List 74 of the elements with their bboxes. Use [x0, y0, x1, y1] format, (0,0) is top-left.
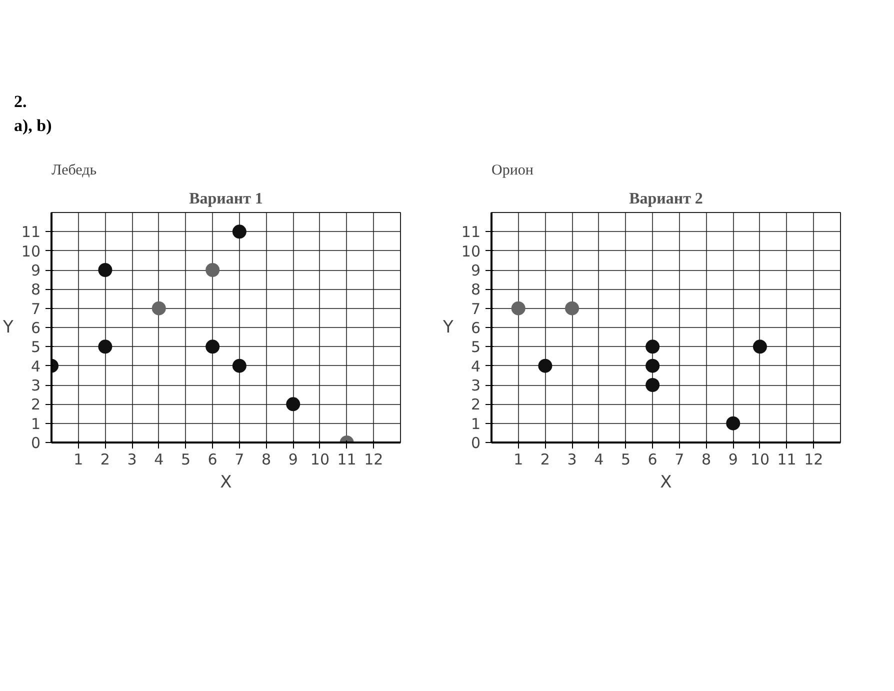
y-tick-label: 11 [461, 223, 481, 242]
y-tick-label: 10 [21, 242, 41, 260]
point [98, 263, 112, 277]
point [538, 358, 552, 373]
y-tick-label: 9 [30, 262, 41, 280]
point [206, 263, 220, 277]
y-tick-label: 11 [21, 223, 41, 242]
x-axis-title: X [660, 472, 672, 492]
y-tick-label: 1 [470, 414, 481, 433]
y-tick-label: 7 [30, 300, 41, 318]
point [511, 301, 526, 316]
x-tick-label: 8 [261, 450, 272, 468]
x-tick-label: 3 [127, 450, 137, 468]
x-tick-label: 5 [180, 450, 191, 468]
y-axis-title: Y [2, 318, 14, 338]
x-tick-label: 2 [540, 450, 550, 468]
y-tick-label: 2 [470, 396, 481, 414]
x-tick-label: 6 [208, 450, 218, 468]
point [752, 340, 767, 354]
x-tick-label: 6 [648, 450, 658, 468]
text: 2. [14, 91, 28, 113]
x-tick-label: 4 [154, 450, 164, 468]
chart-title: Вариант 1 [189, 190, 263, 208]
x-tick-label: 7 [234, 450, 244, 468]
y-tick-label: 10 [461, 242, 481, 260]
point [206, 340, 220, 354]
x-tick-label: 1 [514, 450, 524, 468]
x-tick-label: 2 [100, 450, 110, 468]
point [232, 358, 246, 373]
x-tick-label: 9 [728, 450, 738, 468]
text: a), b) [14, 115, 52, 138]
point [646, 358, 660, 373]
point [286, 397, 300, 412]
y-tick-label: 8 [470, 280, 481, 299]
point [98, 340, 112, 354]
y-tick-label: 8 [30, 280, 41, 299]
y-tick-label: 7 [470, 300, 481, 318]
x-tick-label: 1 [74, 450, 84, 468]
y-tick-label: 2 [30, 396, 41, 414]
x-tick-label: 10 [310, 450, 330, 468]
y-tick-label: 0 [30, 434, 41, 452]
y-tick-label: 9 [470, 262, 481, 280]
y-tick-label: 1 [30, 414, 41, 433]
x-tick-label: 9 [288, 450, 298, 468]
point [565, 301, 580, 316]
x-tick-label: 5 [620, 450, 631, 468]
y-tick-label: 3 [30, 376, 41, 394]
x-tick-label: 7 [674, 450, 684, 468]
y-tick-label: 6 [30, 319, 41, 337]
point [646, 378, 660, 392]
y-tick-label: 5 [30, 338, 41, 356]
x-tick-label: 3 [567, 450, 577, 468]
x-tick-label: 8 [701, 450, 712, 468]
x-tick-label: 11 [337, 450, 356, 468]
x-tick-label: 10 [750, 450, 770, 468]
y-axis-title: Y [442, 318, 454, 338]
point [646, 340, 660, 354]
x-tick-label: 12 [804, 450, 824, 468]
y-tick-label: 6 [470, 319, 481, 337]
y-tick-label: 0 [470, 434, 481, 452]
x-axis-title: X [220, 472, 232, 492]
point [152, 301, 166, 316]
x-tick-label: 12 [364, 450, 384, 468]
point [232, 224, 246, 239]
chart-title: Вариант 2 [629, 190, 703, 208]
x-tick-label: 4 [594, 450, 604, 468]
y-tick-label: 5 [470, 338, 481, 356]
x-tick-label: 11 [777, 450, 796, 468]
chart-subtitle: Орион [492, 162, 534, 178]
y-tick-label: 4 [470, 357, 481, 376]
point [726, 416, 740, 430]
y-tick-label: 4 [30, 357, 41, 376]
chart-subtitle: Лебедь [52, 162, 97, 178]
y-tick-label: 3 [470, 376, 481, 394]
